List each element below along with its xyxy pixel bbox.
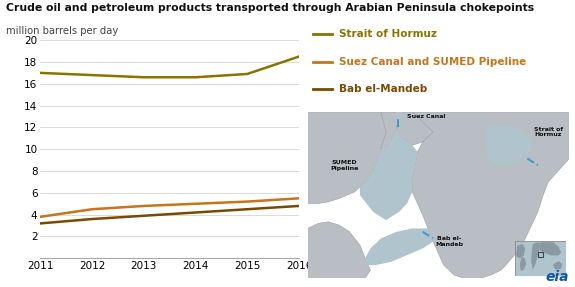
Polygon shape — [360, 129, 417, 220]
Text: Suez Canal: Suez Canal — [407, 115, 446, 119]
Text: Crude oil and petroleum products transported through Arabian Peninsula chokepoin: Crude oil and petroleum products transpo… — [6, 3, 534, 13]
Text: SUMED
Pipeline: SUMED Pipeline — [330, 160, 358, 170]
Text: Strait of Hormuz: Strait of Hormuz — [339, 30, 436, 39]
Bar — [538, 252, 543, 257]
Polygon shape — [394, 112, 402, 125]
Polygon shape — [365, 228, 433, 265]
Text: Suez Canal and SUMED Pipeline: Suez Canal and SUMED Pipeline — [339, 57, 526, 67]
Text: Bab el-Mandeb: Bab el-Mandeb — [339, 84, 427, 94]
Text: eia: eia — [546, 270, 569, 284]
Text: million barrels per day: million barrels per day — [6, 26, 118, 36]
Text: Strait of
Hormuz: Strait of Hormuz — [534, 127, 563, 137]
Text: Bab el-
Mandeb: Bab el- Mandeb — [435, 236, 463, 247]
Polygon shape — [485, 125, 532, 165]
